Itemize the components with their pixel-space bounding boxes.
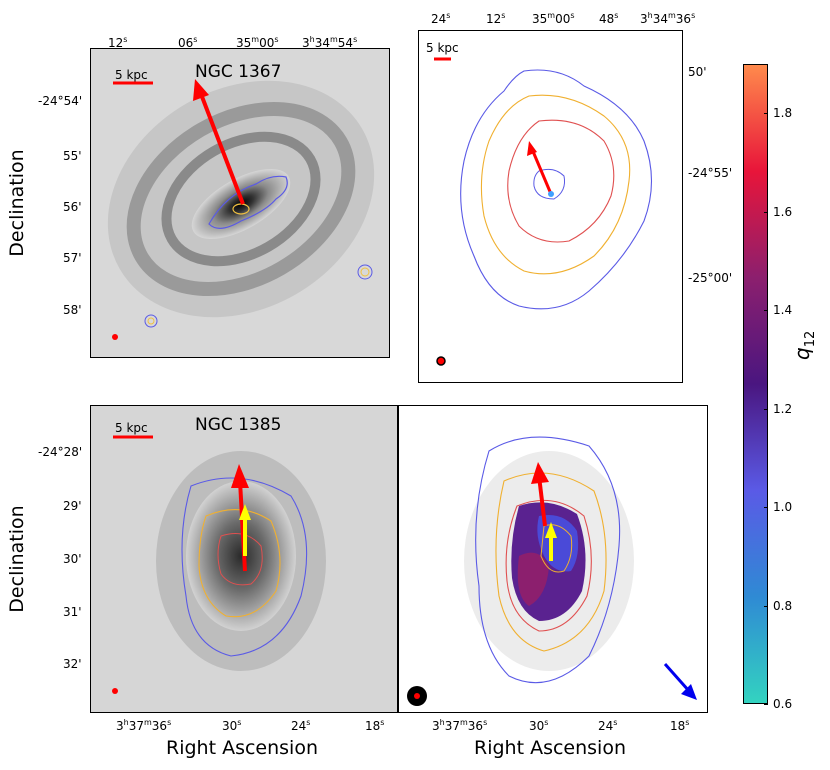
colorbar-label-q: q xyxy=(790,347,814,360)
ngc1367-optical-image xyxy=(91,49,389,357)
right-ascension-label-left: Right Ascension xyxy=(166,737,318,759)
ra-tick: 30s xyxy=(222,718,242,733)
ra-tick: 24s xyxy=(291,718,311,733)
ra-tick: 18s xyxy=(365,718,385,733)
right-ascension-label-right: Right Ascension xyxy=(474,737,626,759)
dec-tick: -24°54' xyxy=(38,94,83,108)
dec-tick: -24°28' xyxy=(38,445,83,459)
scalebar-label-top-right: 5 kpc xyxy=(426,41,459,55)
top-right-contour-panel xyxy=(418,30,683,383)
colorbar-tick-mark xyxy=(764,605,768,607)
ra-tick: 06s xyxy=(178,35,198,50)
dec-tick: -25°00' xyxy=(688,271,733,285)
ra-tick: 3h37m36s xyxy=(432,718,488,733)
bottom-right-q12-panel xyxy=(398,405,708,713)
dec-tick: 50' xyxy=(688,65,707,79)
dec-tick: 58' xyxy=(63,303,82,317)
ra-tick: 35m00s xyxy=(532,11,575,26)
ngc1385-optical-image xyxy=(91,406,397,712)
colorbar-tick-mark xyxy=(764,408,768,410)
scalebar-label-bottom-left: 5 kpc xyxy=(115,421,148,435)
declination-label-bottom: Declination xyxy=(6,505,28,613)
dec-tick: 57' xyxy=(63,251,82,265)
ngc1385-q12-map xyxy=(407,436,697,706)
dec-tick: 32' xyxy=(63,657,82,671)
ra-tick: 12s xyxy=(486,11,506,26)
colorbar-tick-label: 1.2 xyxy=(773,401,793,416)
dec-tick: 55' xyxy=(63,149,82,163)
dec-tick: -24°55' xyxy=(688,166,733,180)
ra-tick: 24s xyxy=(598,718,618,733)
ra-tick: 30s xyxy=(529,718,549,733)
scalebar-label-top-left: 5 kpc xyxy=(115,68,148,82)
top-left-image-panel xyxy=(90,48,390,358)
ra-tick: 18s xyxy=(670,718,690,733)
declination-label-top: Declination xyxy=(6,149,28,257)
galaxy-name-bottom: NGC 1385 xyxy=(195,415,282,435)
dec-tick: 56' xyxy=(63,200,82,214)
colorbar-label-subscript: 12 xyxy=(803,330,818,348)
ra-tick: 48s xyxy=(599,11,619,26)
ra-tick: 3h34m36s xyxy=(640,11,696,26)
colorbar-tick-label: 1.8 xyxy=(773,106,793,121)
colorbar-tick-mark xyxy=(764,113,768,115)
galaxy-name-top: NGC 1367 xyxy=(195,62,282,82)
colorbar-tick-mark xyxy=(764,211,768,213)
dec-tick: 30' xyxy=(63,552,82,566)
colorbar-label: q12 xyxy=(790,331,818,360)
ra-tick: 3h37m36s xyxy=(116,718,172,733)
dec-tick: 29' xyxy=(63,499,82,513)
bottom-left-image-panel xyxy=(90,405,398,713)
ra-tick: 12s xyxy=(108,35,128,50)
ra-tick: 3h34m54s xyxy=(302,35,358,50)
ra-tick: 24s xyxy=(431,11,451,26)
colorbar xyxy=(743,64,768,704)
dec-tick: 31' xyxy=(63,605,82,619)
colorbar-tick-label: 1.6 xyxy=(773,204,793,219)
colorbar-tick-label: 0.6 xyxy=(773,697,793,711)
colorbar-tick-label: 0.8 xyxy=(773,598,793,613)
ra-tick: 35m00s xyxy=(236,35,279,50)
colorbar-tick-mark xyxy=(764,704,768,705)
colorbar-tick-mark xyxy=(764,507,768,509)
colorbar-tick-label: 1.0 xyxy=(773,500,793,515)
colorbar-tick-label: 1.4 xyxy=(773,303,793,318)
ngc1367-contour-map xyxy=(434,57,653,366)
colorbar-tick-mark xyxy=(764,310,768,312)
